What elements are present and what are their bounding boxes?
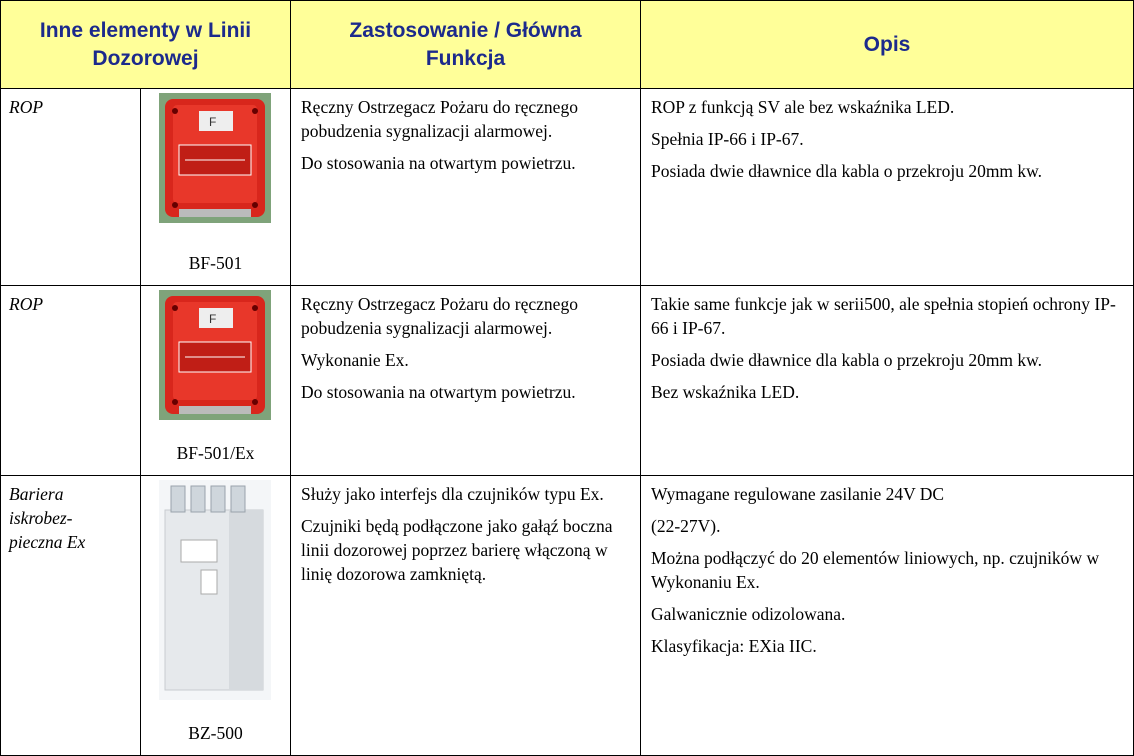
function-text: Ręczny Ostrzegacz Pożaru do ręcznego pob… <box>291 286 640 416</box>
function-text: Służy jako interfejs dla czujników typu … <box>291 476 640 598</box>
table-body: ROP F BF-501 Ręczny Ostrzegacz Pożaru do rę… <box>0 88 1134 756</box>
element-name: pieczna Ex <box>9 532 86 552</box>
description-cell: Takie same funkcje jak w serii500, ale s… <box>640 285 1134 476</box>
element-name-cell: ROP <box>0 88 141 286</box>
function-paragraph: Do stosowania na otwartym powietrzu. <box>301 382 576 402</box>
description-paragraph: Bez wskaźnika LED. <box>651 382 800 402</box>
function-paragraph: Do stosowania na otwartym powietrzu. <box>301 153 576 173</box>
svg-text:F: F <box>209 312 216 326</box>
element-name-cell: ROP <box>0 285 141 476</box>
description-text: Wymagane regulowane zasilanie 24V DC (22… <box>641 476 1133 670</box>
header-row: Inne elementy w Linii Dozorowej Zastosow… <box>0 0 1134 89</box>
element-name: ROP <box>9 97 44 117</box>
element-name: ROP <box>9 294 44 314</box>
description-cell: ROP z funkcją SV ale bez wskaźnika LED. S… <box>640 88 1134 286</box>
function-paragraph: Ręczny Ostrzegacz Pożaru do ręcznego pob… <box>301 97 578 141</box>
function-cell: Służy jako interfejs dla czujników typu … <box>290 475 641 756</box>
header-cell: Inne elementy w Linii Dozorowej <box>0 0 291 89</box>
description-paragraph: Klasyfikacja: EXia IIC. <box>651 636 817 656</box>
description-paragraph: Można podłączyć do 20 elementów liniowyc… <box>651 548 1100 592</box>
description-paragraph: (22-27V). <box>651 516 721 536</box>
table-row: Bariera iskrobez-pieczna Ex BZ-500 Służy ja… <box>0 475 1134 756</box>
function-paragraph: Czujniki będą podłączone jako gałąź bocz… <box>301 516 613 584</box>
function-cell: Ręczny Ostrzegacz Pożaru do ręcznego pob… <box>290 285 641 476</box>
element-name: iskrobez- <box>9 508 73 528</box>
function-paragraph: Ręczny Ostrzegacz Pożaru do ręcznego pob… <box>301 294 578 338</box>
element-name: Bariera <box>9 484 64 504</box>
description-paragraph: Takie same funkcje jak w serii500, ale s… <box>651 294 1116 338</box>
description-paragraph: ROP z funkcją SV ale bez wskaźnika LED. <box>651 97 955 117</box>
product-code: BZ-500 <box>188 723 243 743</box>
header-cell: Opis <box>640 0 1134 89</box>
table-row: ROP F BF-501 Ręczny Ostrzegacz Pożaru do rę… <box>0 88 1134 286</box>
product-code: BF-501/Ex <box>176 443 255 463</box>
description-text: ROP z funkcją SV ale bez wskaźnika LED. S… <box>641 89 1133 195</box>
description-paragraph: Spełnia IP-66 i IP-67. <box>651 129 804 149</box>
product-cell: BZ-500 <box>140 475 291 756</box>
function-text: Ręczny Ostrzegacz Pożaru do ręcznego pob… <box>291 89 640 187</box>
svg-text:F: F <box>209 115 216 129</box>
header-cell: Zastosowanie / Główna Funkcja <box>290 0 641 89</box>
table-row: ROP F BF-501/Ex Ręczny Ostrzegacz Pożaru do… <box>0 285 1134 476</box>
description-paragraph: Posiada dwie dławnice dla kabla o przekr… <box>651 350 1043 370</box>
product-cell: F BF-501 <box>140 88 291 286</box>
description-text: Takie same funkcje jak w serii500, ale s… <box>641 286 1133 416</box>
function-paragraph: Wykonanie Ex. <box>301 350 409 370</box>
description-paragraph: Galwanicznie odizolowana. <box>651 604 846 624</box>
function-paragraph: Służy jako interfejs dla czujników typu … <box>301 484 604 504</box>
description-paragraph: Posiada dwie dławnice dla kabla o przekr… <box>651 161 1043 181</box>
product-cell: F BF-501/Ex <box>140 285 291 476</box>
element-name-cell: Bariera iskrobez-pieczna Ex <box>0 475 141 756</box>
function-cell: Ręczny Ostrzegacz Pożaru do ręcznego pob… <box>290 88 641 286</box>
description-paragraph: Wymagane regulowane zasilanie 24V DC <box>651 484 945 504</box>
description-cell: Wymagane regulowane zasilanie 24V DC (22… <box>640 475 1134 756</box>
product-code: BF-501 <box>188 253 243 273</box>
